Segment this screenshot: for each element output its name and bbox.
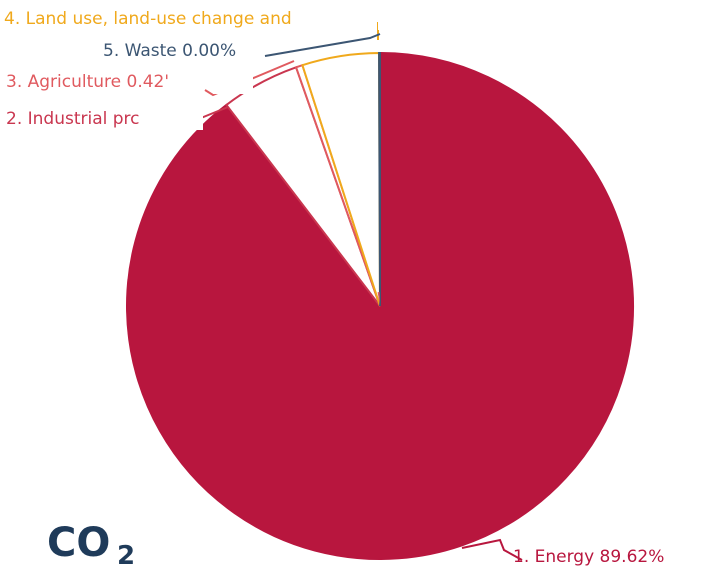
label-mask-top <box>378 0 713 30</box>
label-mask-industrial <box>173 102 203 130</box>
agriculture-wedge-marker <box>377 292 380 306</box>
slice-label-energy: 1. Energy 89.62% <box>513 547 664 566</box>
pie-slices <box>126 51 634 560</box>
label-mask-agri <box>213 68 253 94</box>
leader-waste <box>264 33 381 57</box>
pie-slice-waste <box>378 51 381 307</box>
title-main: CO <box>47 520 110 566</box>
chart-title: CO 2 <box>47 520 135 566</box>
slice-label-waste: 5. Waste 0.00% <box>103 41 236 61</box>
slice-label-land-use: 4. Land use, land-use change and <box>4 9 292 29</box>
slice-label-industrial: 2. Industrial prc <box>6 109 140 129</box>
slice-label-agriculture: 3. Agriculture 0.42' <box>6 72 169 92</box>
leader-energy <box>461 538 523 561</box>
leader-agriculture <box>204 60 295 97</box>
title-subscript: 2 <box>117 541 135 566</box>
